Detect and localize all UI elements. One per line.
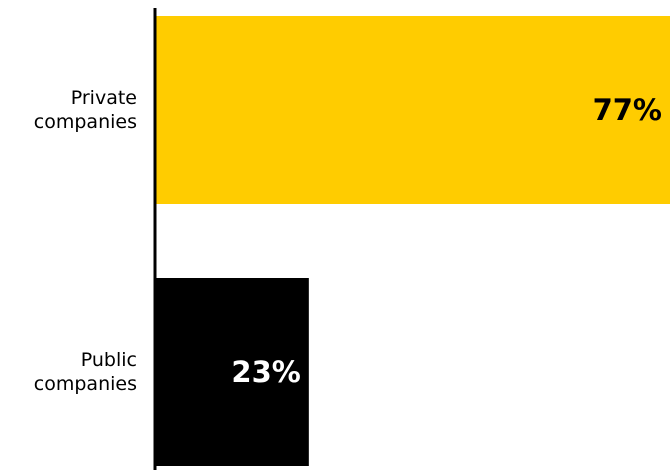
category-label-line: Private [71, 87, 137, 109]
category-label-line: Public [81, 349, 137, 371]
category-label-line: companies [34, 373, 137, 395]
category-label-line: companies [34, 111, 137, 133]
category-label: Public companies [34, 349, 137, 395]
value-label: 77% [593, 93, 662, 127]
bars-group [155, 16, 670, 466]
value-label: 23% [231, 355, 300, 389]
category-label: Private companies [34, 87, 137, 133]
bar-private-companies [155, 16, 670, 204]
bar-public-companies [155, 278, 309, 466]
value-labels-group: 77% 23% [231, 93, 662, 389]
